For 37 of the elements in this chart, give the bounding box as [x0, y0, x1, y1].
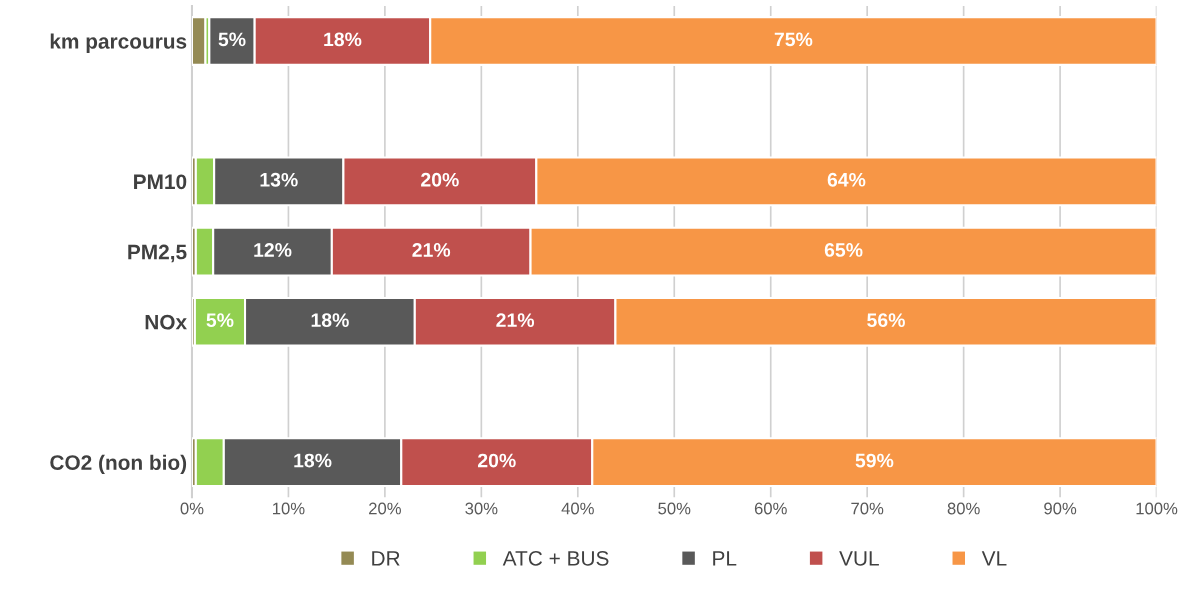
legend-label: VUL: [839, 551, 879, 566]
y-tick-label: PM2,5: [128, 244, 187, 263]
x-tick-label: 100%: [1136, 502, 1178, 515]
data-label: 18%: [324, 32, 362, 47]
x-tick-label: 60%: [754, 502, 787, 515]
data-label: 56%: [867, 313, 905, 328]
legend-label: DR: [372, 551, 400, 566]
x-tick-label: 30%: [465, 502, 498, 515]
data-label: 21%: [412, 243, 451, 257]
data-label: 65%: [824, 243, 863, 257]
x-tick-label: 10%: [273, 502, 305, 515]
x-tick-label: 80%: [947, 502, 980, 515]
x-tick-label: 0%: [180, 502, 204, 515]
data-label: 18%: [294, 453, 332, 468]
data-label: 75%: [774, 32, 813, 47]
data-label: 59%: [855, 453, 894, 468]
data-label: 5%: [206, 313, 234, 328]
legend-label: VL: [981, 551, 1007, 566]
legend-label: ATC + BUS: [502, 550, 609, 566]
x-tick-label: 50%: [658, 502, 691, 515]
data-label: 12%: [254, 243, 292, 257]
x-tick-label: 70%: [851, 502, 884, 515]
data-label: 20%: [478, 453, 516, 468]
data-label: 5%: [218, 32, 246, 47]
data-label: 21%: [496, 313, 535, 327]
data-label: 64%: [827, 172, 866, 187]
x-tick-label: 40%: [561, 502, 594, 515]
y-tick-label: NOx: [145, 314, 187, 330]
y-tick-label: CO2 (non bio): [50, 454, 187, 475]
data-label: 20%: [421, 172, 459, 187]
data-label: 13%: [260, 172, 298, 187]
x-tick-label: 20%: [369, 502, 401, 515]
legend-label: PL: [713, 551, 737, 566]
data-label: 18%: [311, 313, 349, 328]
y-tick-label: km parcourus: [50, 33, 187, 53]
x-tick-label: 90%: [1044, 502, 1077, 515]
y-tick-label: PM10: [134, 174, 187, 190]
